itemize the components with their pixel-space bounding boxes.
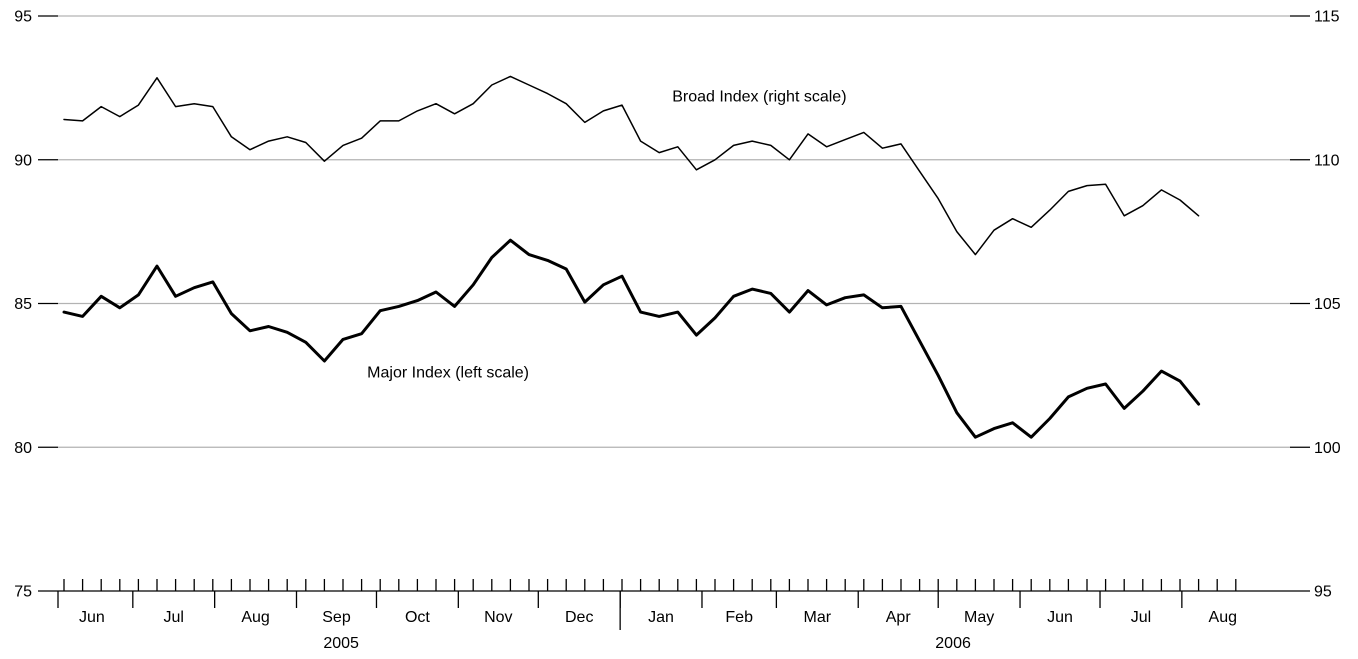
labels: Broad Index (right scale) Major Index (le…	[367, 89, 846, 382]
month-label: Sep	[322, 609, 351, 626]
month-label: Apr	[886, 609, 912, 626]
right-tick-label: 115	[1314, 9, 1340, 26]
broad-index-label: Broad Index (right scale)	[672, 89, 846, 106]
left-tick-label: 90	[14, 152, 32, 169]
left-tick-label: 95	[14, 9, 32, 26]
month-label: Jul	[1131, 609, 1151, 626]
year-label: 2005	[323, 635, 359, 652]
month-label: Jun	[1047, 609, 1073, 626]
right-tick-label: 105	[1314, 296, 1341, 313]
year-label: 2006	[935, 635, 971, 652]
month-label: Oct	[405, 609, 430, 626]
month-label: Nov	[484, 609, 512, 626]
month-label: Aug	[241, 609, 269, 626]
series-lines	[64, 76, 1199, 437]
month-label: Jan	[648, 609, 674, 626]
right-tick-label: 100	[1314, 440, 1341, 457]
month-label: Jul	[164, 609, 184, 626]
left-tick-label: 75	[14, 584, 32, 601]
left-tick-label: 85	[14, 296, 32, 313]
month-label: Aug	[1209, 609, 1237, 626]
month-label: Dec	[565, 609, 593, 626]
month-label: Jun	[79, 609, 105, 626]
month-label: May	[964, 609, 994, 626]
left-tick-label: 80	[14, 440, 32, 457]
major-index-line	[64, 240, 1199, 437]
right-tick-label: 110	[1314, 152, 1340, 169]
month-label: Mar	[804, 609, 832, 626]
major-index-label: Major Index (left scale)	[367, 365, 529, 382]
broad-index-line	[64, 76, 1199, 254]
right-tick-label: 95	[1314, 584, 1332, 601]
month-label: Feb	[725, 609, 753, 626]
